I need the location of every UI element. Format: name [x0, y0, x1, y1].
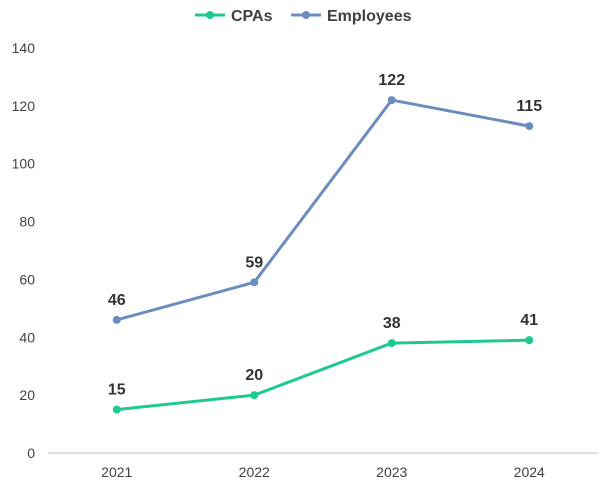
data-point-cpas-2021 — [112, 405, 121, 414]
data-label-cpas-2024: 41 — [520, 312, 538, 329]
data-label-cpas-2023: 38 — [383, 315, 401, 332]
data-label-cpas-2021: 15 — [108, 382, 126, 399]
data-point-employees-2022 — [250, 278, 259, 287]
legend-swatch-marker-employees — [302, 11, 310, 19]
y-axis: 0 20 40 60 80 100 120 140 — [12, 40, 36, 461]
series-cpas: 15 20 38 41 — [108, 312, 538, 414]
x-tick-label-2022: 2022 — [239, 464, 270, 480]
series-line-cpas — [115, 338, 531, 412]
legend: CPAs Employees — [195, 8, 412, 25]
data-point-employees-2024 — [525, 122, 534, 131]
data-label-cpas-2022: 20 — [245, 367, 263, 384]
x-tick-label-2024: 2024 — [514, 464, 545, 480]
y-tick-label-0: 0 — [27, 445, 35, 461]
y-tick-label-140: 140 — [12, 40, 36, 56]
legend-label-cpas: CPAs — [231, 8, 273, 25]
data-label-employees-2023: 122 — [378, 72, 405, 89]
y-tick-label-120: 120 — [12, 98, 36, 114]
series-group: 15 20 38 41 46 59 122 115 — [108, 72, 542, 414]
legend-item-cpas: CPAs — [195, 8, 273, 25]
data-point-employees-2021 — [112, 315, 121, 324]
data-point-cpas-2023 — [387, 339, 396, 348]
data-point-cpas-2022 — [250, 391, 259, 400]
legend-item-employees: Employees — [291, 8, 412, 25]
series-line-employees — [115, 98, 531, 322]
data-point-cpas-2024 — [525, 336, 534, 345]
y-tick-label-80: 80 — [19, 214, 35, 230]
legend-swatch-marker-cpas — [206, 11, 214, 19]
y-tick-label-20: 20 — [19, 387, 35, 403]
x-tick-label-2023: 2023 — [376, 464, 407, 480]
data-label-employees-2022: 59 — [245, 254, 263, 271]
x-axis: 2021 2022 2023 2024 — [48, 452, 598, 480]
data-label-employees-2021: 46 — [108, 292, 126, 309]
y-tick-label-40: 40 — [19, 329, 35, 345]
x-tick-label-2021: 2021 — [101, 464, 132, 480]
legend-label-employees: Employees — [327, 8, 412, 25]
y-tick-label-60: 60 — [19, 271, 35, 287]
y-tick-label-100: 100 — [12, 156, 36, 172]
data-point-employees-2023 — [387, 96, 396, 105]
series-employees: 46 59 122 115 — [108, 72, 542, 324]
data-label-employees-2024: 115 — [516, 98, 542, 115]
